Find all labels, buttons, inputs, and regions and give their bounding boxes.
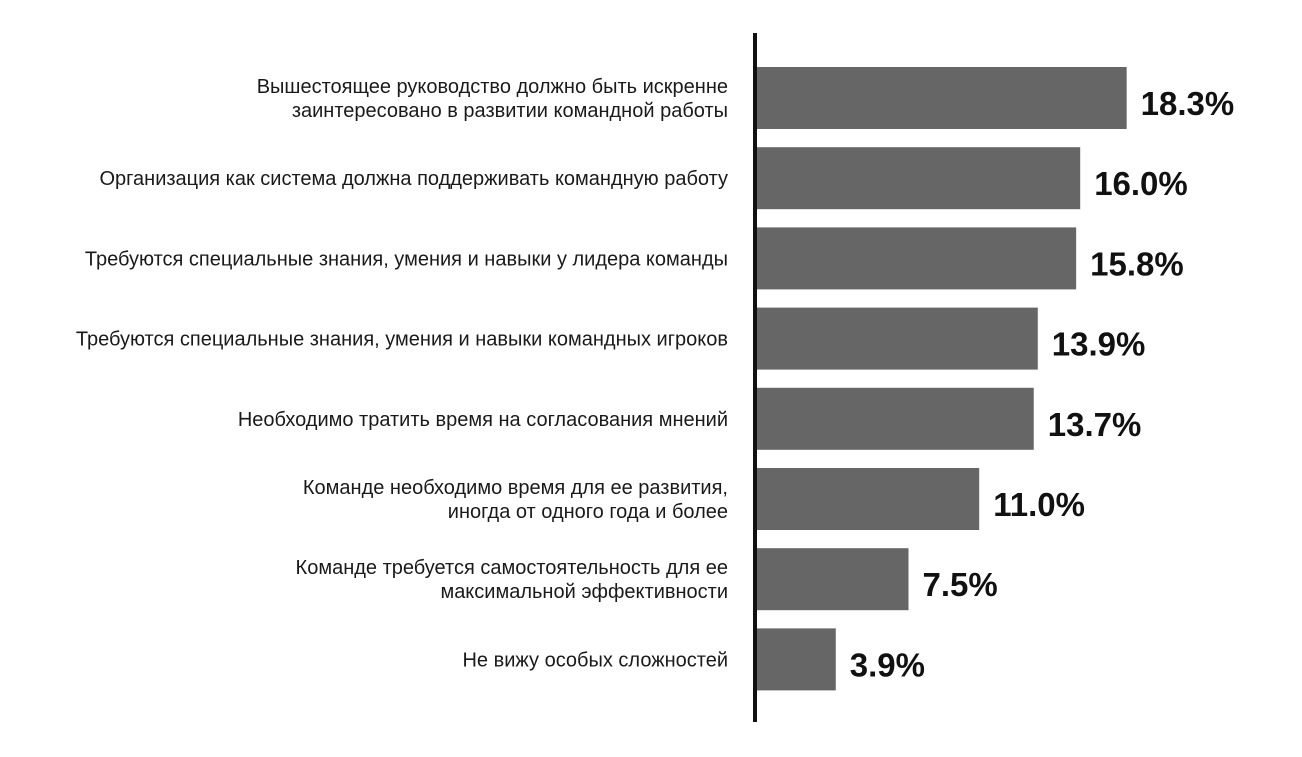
- value-label: 16.0%: [1094, 165, 1188, 202]
- value-label: 7.5%: [923, 566, 998, 603]
- bar: [757, 468, 980, 530]
- category-label-line: Требуются специальные знания, умения и н…: [85, 248, 728, 270]
- category-label-line: Не вижу особых сложностей: [462, 649, 728, 671]
- bar: [757, 387, 1034, 450]
- category-label: Требуются специальные знания, умения и н…: [76, 329, 728, 351]
- category-label-line: заинтересовано в развитии командной рабо…: [292, 100, 728, 122]
- value-label: 11.0%: [993, 486, 1085, 523]
- value-label: 18.3%: [1141, 85, 1235, 122]
- bar: [757, 628, 836, 691]
- category-label: Команде необходимо время для ее развития…: [303, 477, 728, 523]
- category-label-line: Требуются специальные знания, умения и н…: [76, 329, 728, 351]
- value-label: 3.9%: [850, 646, 925, 683]
- category-label: Вышестоящее руководство должно быть искр…: [257, 76, 728, 122]
- category-label-line: иногда от одного года и более: [448, 501, 728, 523]
- category-label-line: Команде требуется самостоятельность для …: [296, 557, 728, 579]
- category-label: Необходимо тратить время на согласования…: [238, 409, 728, 431]
- category-label-line: максимальной эффективности: [440, 581, 728, 603]
- category-label: Требуются специальные знания, умения и н…: [85, 248, 728, 270]
- bar: [757, 147, 1081, 210]
- value-label: 13.9%: [1052, 326, 1146, 363]
- bar: [757, 307, 1038, 370]
- category-label-line: Вышестоящее руководство должно быть искр…: [257, 76, 728, 98]
- bar: [757, 227, 1077, 290]
- category-label-line: Команде необходимо время для ее развития…: [303, 477, 728, 499]
- category-label: Не вижу особых сложностей: [462, 649, 728, 671]
- category-label: Команде требуется самостоятельность для …: [296, 557, 728, 603]
- value-label: 13.7%: [1048, 406, 1142, 443]
- bar: [757, 548, 909, 611]
- category-label: Организация как система должна поддержив…: [99, 168, 728, 190]
- category-label-line: Необходимо тратить время на согласования…: [238, 409, 728, 431]
- bar: [757, 67, 1127, 129]
- value-label: 15.8%: [1090, 245, 1184, 282]
- category-label-line: Организация как система должна поддержив…: [99, 168, 728, 190]
